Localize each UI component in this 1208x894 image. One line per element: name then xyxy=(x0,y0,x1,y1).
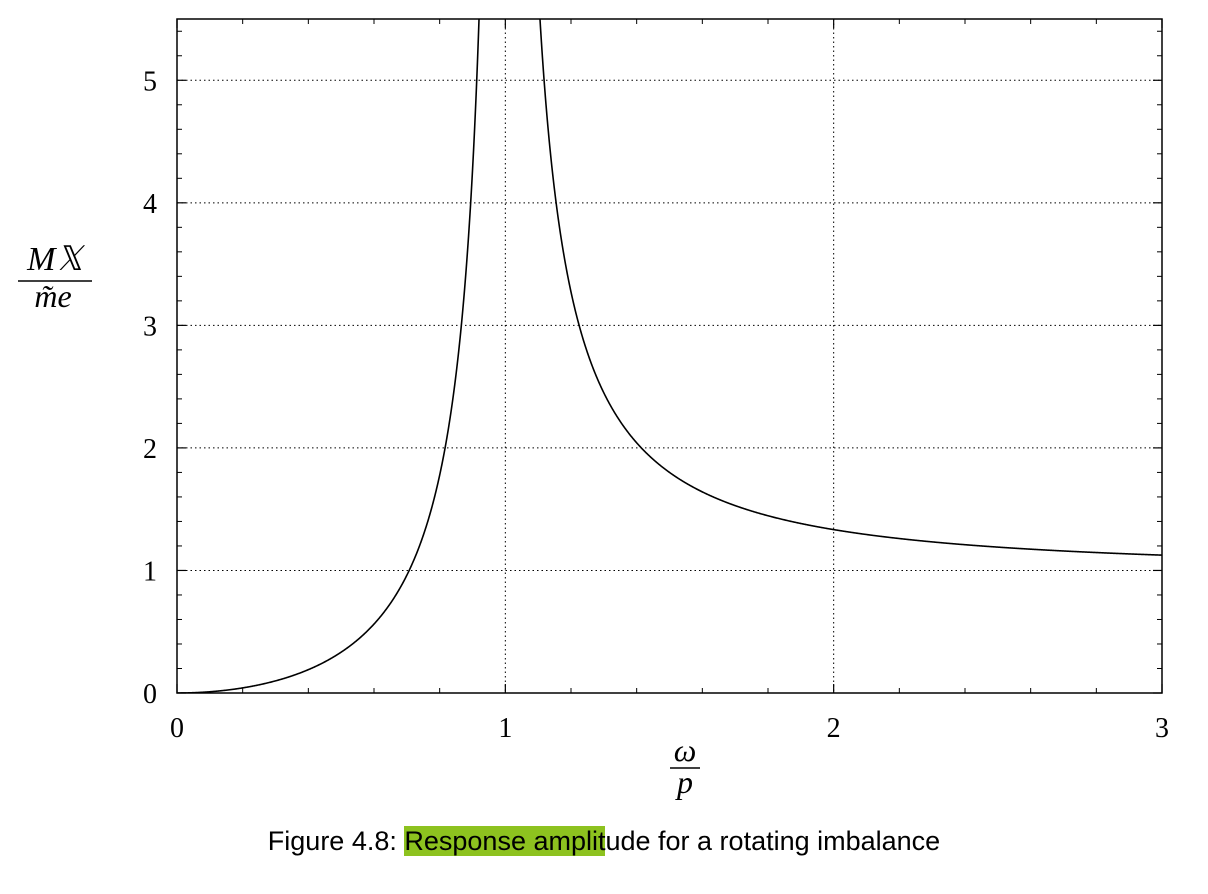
y-axis-label-numerator: M𝕏 xyxy=(26,241,85,278)
x-tick-label: 0 xyxy=(170,713,184,744)
caption-highlighted-text: Response amplit xyxy=(404,826,606,856)
series-line-above-resonance xyxy=(539,19,1162,556)
series-layer xyxy=(177,19,1162,693)
y-tick-label: 5 xyxy=(143,66,157,97)
y-tick-label: 0 xyxy=(143,679,157,710)
y-tick-label: 1 xyxy=(143,556,157,587)
plot-frame xyxy=(176,18,1163,694)
x-tick-label: 2 xyxy=(827,713,841,744)
y-axis-label: M𝕏 m̃e xyxy=(18,241,92,314)
caption-rest: ude for a rotating imbalance xyxy=(605,826,941,856)
y-axis-label-denominator: m̃e xyxy=(34,278,71,314)
tick-layer: 0 1 2 3 0 1 2 3 4 5 xyxy=(143,19,1169,744)
y-tick-label: 4 xyxy=(143,189,157,220)
chart: 0 1 2 3 0 1 2 3 4 5 M𝕏 m̃e ω p xyxy=(18,18,1169,800)
grid xyxy=(177,19,1162,693)
x-tick-label: 3 xyxy=(1155,713,1169,744)
series-line-below-resonance xyxy=(177,19,480,693)
caption-prefix: Figure 4.8: xyxy=(267,826,405,856)
figure-caption: Figure 4.8: Response amplitude for a rot… xyxy=(0,826,1208,857)
x-axis-label: ω p xyxy=(670,732,700,800)
y-tick-label: 2 xyxy=(143,434,157,465)
x-tick-label: 1 xyxy=(498,713,512,744)
x-axis-label-denominator: p xyxy=(675,764,693,800)
y-tick-label: 3 xyxy=(143,311,157,342)
x-axis-label-numerator: ω xyxy=(674,732,697,768)
